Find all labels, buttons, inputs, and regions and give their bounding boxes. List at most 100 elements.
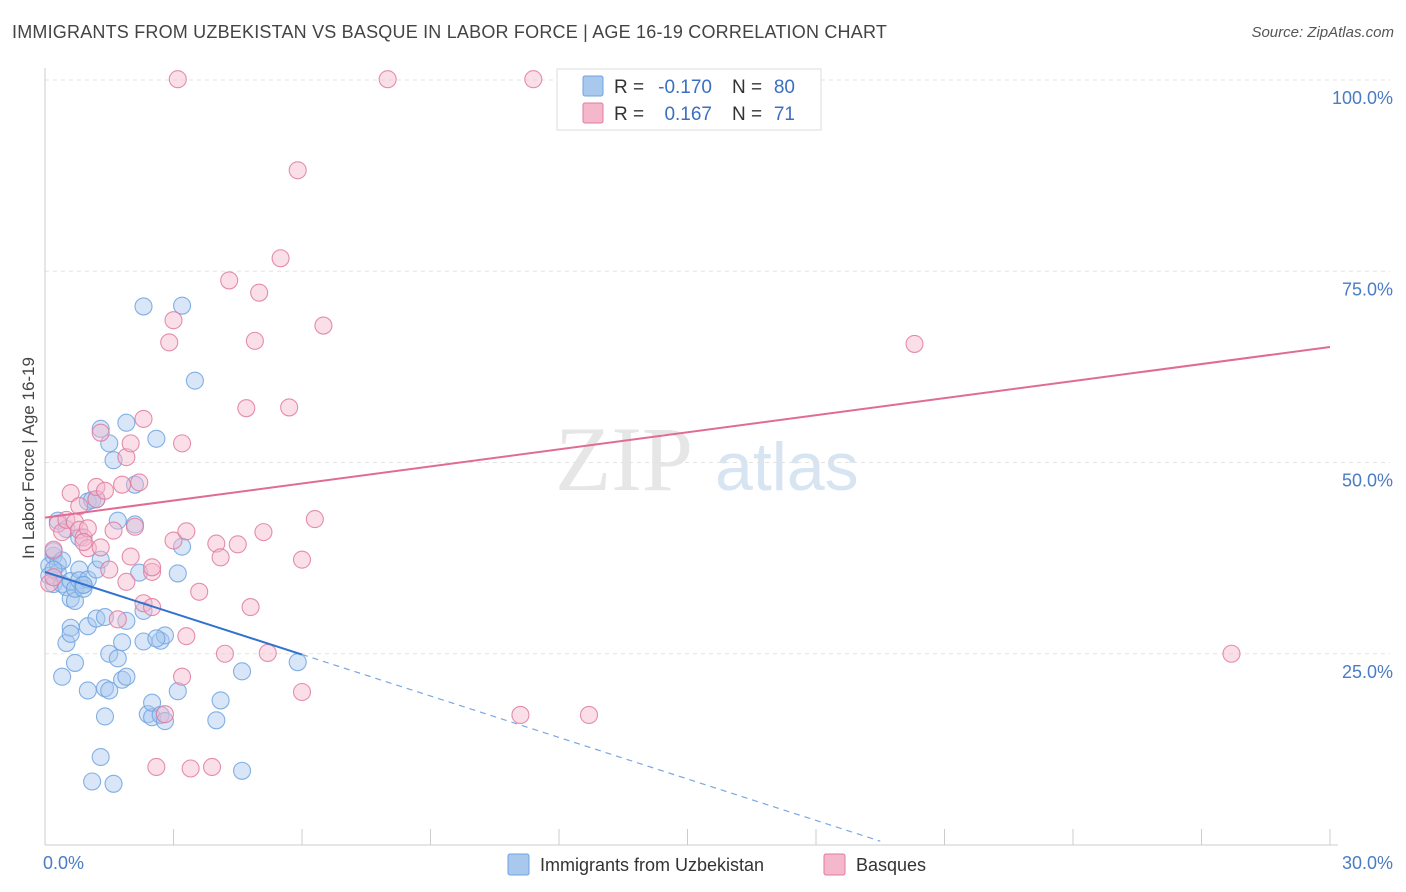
data-point — [44, 540, 63, 559]
data-point — [1222, 644, 1241, 663]
data-point — [211, 548, 230, 567]
data-point — [113, 633, 132, 652]
data-point — [113, 475, 132, 494]
data-point — [168, 70, 187, 89]
stats-legend: R = -0.170 N = 80 R = 0.167 N = 71 — [556, 68, 822, 131]
data-point — [91, 538, 110, 557]
data-point — [44, 546, 63, 565]
data-point — [378, 70, 397, 89]
data-point — [190, 582, 209, 601]
legend-n-value-1: 80 — [774, 77, 795, 98]
watermark-atlas: atlas — [715, 429, 859, 505]
data-point — [91, 747, 110, 767]
data-point — [211, 691, 230, 710]
legend-swatch-basques — [582, 102, 604, 124]
data-point — [121, 434, 140, 453]
data-point — [168, 682, 187, 701]
data-point — [173, 434, 192, 453]
y-tick-label-3: 25.0% — [1342, 662, 1393, 682]
bottom-legend-label-basques: Basques — [856, 855, 926, 875]
data-point — [87, 560, 106, 579]
data-point — [83, 772, 102, 791]
y-tick-label-0: 100.0% — [1332, 88, 1393, 108]
data-point — [143, 562, 162, 581]
data-point — [237, 399, 256, 418]
data-point — [53, 667, 72, 686]
data-point — [100, 644, 119, 663]
legend-r-label-1: R = — [614, 77, 644, 98]
data-point — [70, 497, 89, 516]
data-point — [164, 531, 183, 550]
data-point — [160, 333, 179, 352]
data-point — [155, 712, 174, 731]
data-point — [117, 572, 136, 591]
data-point — [78, 681, 97, 700]
data-point — [203, 757, 222, 777]
data-point — [95, 707, 115, 726]
y-tick-labels: 100.0% 75.0% 50.0% 25.0% — [1332, 88, 1393, 682]
data-point — [292, 682, 312, 702]
data-point — [147, 757, 166, 777]
chart-title: IMMIGRANTS FROM UZBEKISTAN VS BASQUE IN … — [12, 22, 888, 42]
series-legend: Immigrants from Uzbekistan Basques — [507, 853, 926, 876]
data-point — [579, 705, 599, 725]
data-point — [280, 398, 299, 417]
y-axis-label: In Labor Force | Age 16-19 — [19, 357, 38, 559]
data-point — [100, 560, 119, 579]
data-point — [232, 761, 252, 780]
watermark-zip: ZIP — [555, 408, 693, 510]
data-point — [143, 693, 162, 712]
data-point — [292, 550, 312, 569]
data-point — [91, 423, 110, 442]
data-point — [177, 522, 196, 541]
axes — [44, 68, 1338, 846]
data-point — [524, 70, 543, 89]
series-basques — [40, 70, 1241, 778]
data-point — [117, 413, 136, 432]
data-point — [241, 598, 260, 617]
data-point — [254, 523, 273, 542]
data-point — [143, 558, 162, 577]
data-point — [95, 481, 115, 500]
data-point — [288, 161, 307, 180]
data-point — [117, 448, 136, 467]
bottom-legend-swatch-basques — [823, 853, 846, 876]
data-point — [207, 534, 226, 553]
data-point — [185, 371, 204, 390]
legend-swatch-uzbekistan — [582, 75, 604, 97]
y-tick-label-2: 50.0% — [1342, 471, 1393, 491]
data-point — [108, 511, 127, 530]
y-tick-label-1: 75.0% — [1342, 279, 1393, 299]
data-point — [104, 774, 123, 793]
bottom-legend-label-uzbekistan: Immigrants from Uzbekistan — [540, 855, 764, 875]
data-point — [215, 644, 234, 663]
data-point — [130, 473, 149, 492]
x-tick-labels: 0.0% 30.0% — [43, 853, 1393, 873]
bottom-legend-swatch-uzbekistan — [507, 853, 530, 876]
data-point — [168, 564, 187, 583]
trend-line-uzbekistan — [44, 570, 303, 656]
data-point — [220, 271, 239, 290]
legend-n-value-2: 71 — [774, 104, 795, 125]
data-point — [173, 296, 192, 315]
data-point — [181, 759, 200, 778]
grid-lines — [45, 79, 1390, 655]
data-point — [78, 519, 97, 538]
data-point — [511, 705, 530, 725]
data-point — [173, 667, 192, 686]
data-points — [40, 70, 1241, 793]
legend-r-value-2: 0.167 — [664, 104, 712, 125]
x-tick-label-max: 30.0% — [1342, 853, 1393, 873]
legend-n-label-2: N = — [732, 104, 762, 125]
data-point — [134, 409, 153, 428]
trend-line-uzbekistan-extrapolated — [301, 653, 881, 842]
legend-n-label-1: N = — [732, 77, 762, 98]
data-point — [117, 667, 136, 686]
data-point — [258, 643, 277, 663]
data-point — [74, 579, 93, 598]
data-point — [147, 429, 166, 448]
data-point — [134, 601, 153, 620]
legend-r-label-2: R = — [614, 104, 644, 125]
data-point — [100, 681, 119, 700]
